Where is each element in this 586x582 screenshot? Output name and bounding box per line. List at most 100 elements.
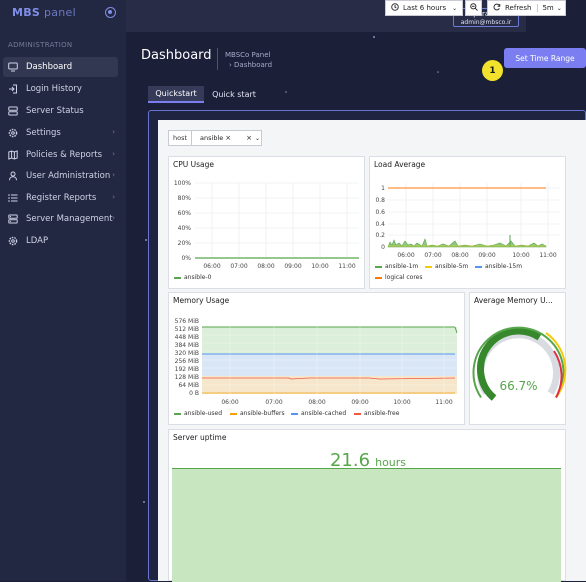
list-icon bbox=[8, 193, 18, 203]
breadcrumb-current-label: Dashboard bbox=[234, 61, 273, 69]
chevron-down-icon: ⌄ bbox=[556, 4, 562, 12]
y-tick: 100% bbox=[174, 180, 191, 187]
gauge-value: 66.7% bbox=[499, 379, 537, 393]
x-tick: 10:00 bbox=[512, 252, 529, 259]
y-tick: 128 MiB bbox=[175, 374, 199, 381]
legend-item[interactable]: ansible-5m bbox=[425, 263, 468, 270]
refresh-interval[interactable]: 5m bbox=[537, 4, 554, 12]
x-tick: 06:00 bbox=[397, 252, 414, 259]
set-time-range-button[interactable]: Set Time Range bbox=[504, 48, 586, 68]
map-icon bbox=[8, 150, 18, 160]
x-tick: 07:00 bbox=[424, 252, 441, 259]
host-variable: host ansible × × ⌄ bbox=[168, 130, 262, 146]
y-tick: 60% bbox=[178, 210, 192, 217]
time-range-label: Last 6 hours bbox=[403, 4, 447, 12]
y-tick: 512 MiB bbox=[175, 326, 199, 333]
x-tick: 11:00 bbox=[435, 399, 452, 406]
legend-item[interactable]: ansible-used bbox=[174, 410, 222, 417]
sidebar-item-label: Server Management bbox=[26, 214, 113, 224]
chevron-down-icon[interactable]: ⌄ bbox=[255, 134, 261, 142]
sidebar-item-server-management[interactable]: Server Management › bbox=[3, 209, 118, 229]
refresh-button[interactable]: Refresh 5m ⌄ bbox=[487, 0, 566, 16]
user-menu[interactable]: superadmin admin@mbsco.ir bbox=[453, 8, 519, 27]
zoom-out-button[interactable] bbox=[465, 0, 482, 16]
chevron-right-icon: › bbox=[112, 171, 115, 179]
host-value[interactable]: ansible bbox=[200, 134, 224, 142]
brand-name: MBS bbox=[12, 6, 41, 19]
x-tick: 09:00 bbox=[478, 252, 495, 259]
load-average-panel[interactable]: Load Average 1 0.8 0.6 0.4 0.2 0 06:00 0… bbox=[369, 156, 566, 289]
y-tick: 0 B bbox=[189, 390, 199, 397]
average-memory-panel[interactable]: Average Memory U... 66.7% bbox=[469, 292, 567, 425]
sidebar-toggle-icon[interactable] bbox=[105, 7, 116, 18]
cpu-chart: 100% 80% 60% 40% 20% 0% 06:00 07:00 08:0… bbox=[174, 180, 359, 270]
x-tick: 11:00 bbox=[338, 263, 355, 270]
memory-usage-panel[interactable]: Memory Usage 576 MiB 512 MiB 448 MiB 384… bbox=[168, 292, 465, 425]
legend-label: ansible-0 bbox=[184, 274, 212, 281]
sidebar-item-login-history[interactable]: Login History bbox=[3, 79, 118, 99]
y-tick: 192 MiB bbox=[175, 366, 199, 373]
clear-icon[interactable]: × bbox=[246, 134, 253, 142]
brand-subname: panel bbox=[43, 6, 76, 19]
cpu-usage-panel[interactable]: CPU Usage 100% 80% 60% 40% 20% 0% 06:00 … bbox=[168, 156, 365, 289]
uptime-value: 21.6 bbox=[329, 450, 371, 471]
breadcrumb-root[interactable]: MBSCo Panel bbox=[225, 51, 271, 59]
legend-label: ansible-15m bbox=[485, 263, 523, 270]
legend-item[interactable]: ansible-cached bbox=[291, 410, 346, 417]
sidebar-item-server-status[interactable]: Server Status bbox=[3, 101, 118, 121]
sidebar-item-ldap[interactable]: LDAP bbox=[3, 231, 118, 251]
legend-label: ansible-used bbox=[184, 410, 223, 417]
sidebar-item-label: Login History bbox=[26, 84, 82, 94]
monitor-icon bbox=[8, 62, 18, 72]
sidebar-item-dashboard[interactable]: Dashboard bbox=[3, 57, 118, 77]
server-uptime-panel[interactable]: Server uptime 21.6 hours bbox=[168, 429, 567, 582]
sidebar-item-policies-reports[interactable]: Policies & Reports › bbox=[3, 145, 118, 165]
chevron-right-icon: › bbox=[112, 150, 115, 158]
memory-chart: 576 MiB 512 MiB 448 MiB 384 MiB 320 MiB … bbox=[175, 318, 458, 406]
legend-item[interactable]: logical cores bbox=[375, 274, 423, 281]
time-range-picker[interactable]: Last 6 hours ⌄ bbox=[385, 0, 463, 16]
legend-item[interactable]: ansible-buffers bbox=[230, 410, 285, 417]
x-tick: 09:00 bbox=[351, 399, 368, 406]
panel-title: CPU Usage bbox=[173, 160, 215, 169]
sidebar-item-label: Server Status bbox=[26, 106, 84, 116]
x-tick: 06:00 bbox=[203, 263, 220, 270]
x-tick: 08:00 bbox=[451, 252, 468, 259]
step-badge: 1 bbox=[482, 60, 503, 81]
sidebar-item-register-reports[interactable]: Register Reports › bbox=[3, 188, 118, 208]
x-tick: 08:00 bbox=[308, 399, 325, 406]
panel-title: Load Average bbox=[374, 160, 426, 169]
uptime-stat: 21.6 hours bbox=[169, 450, 567, 471]
legend-item[interactable]: ansible-15m bbox=[475, 263, 522, 270]
host-label: host bbox=[169, 131, 193, 145]
legend-item[interactable]: ansible-free bbox=[354, 410, 399, 417]
legend-item[interactable]: ansible-1m bbox=[375, 263, 418, 270]
y-tick: 384 MiB bbox=[175, 342, 199, 349]
user-name: superadmin bbox=[465, 10, 507, 18]
chevron-right-icon: › bbox=[112, 214, 115, 222]
sidebar-item-user-administration[interactable]: User Administration › bbox=[3, 166, 118, 186]
sidebar: MBS panel ADMINISTRATION Dashboard Login… bbox=[0, 0, 126, 581]
y-tick: 0.4 bbox=[375, 221, 385, 228]
y-tick: 0.2 bbox=[375, 232, 385, 239]
legend-label: ansible-1m bbox=[385, 263, 419, 270]
legend-label: logical cores bbox=[385, 274, 423, 281]
y-tick: 0.8 bbox=[375, 197, 385, 204]
y-tick: 0% bbox=[181, 255, 191, 262]
y-tick: 0.6 bbox=[375, 209, 385, 216]
tab-quick-start[interactable]: Quick start bbox=[212, 90, 256, 99]
breadcrumb-current: › Dashboard bbox=[229, 61, 273, 69]
legend-label: ansible-free bbox=[364, 410, 400, 417]
legend-item[interactable]: ansible-0 bbox=[174, 274, 211, 281]
x-tick: 10:00 bbox=[311, 263, 328, 270]
user-email: admin@mbsco.ir bbox=[460, 19, 512, 26]
x-tick: 07:00 bbox=[230, 263, 247, 270]
memory-gauge: 66.7% bbox=[472, 326, 567, 401]
uptime-sparkline-area bbox=[172, 468, 561, 582]
server-stack-icon bbox=[8, 214, 18, 224]
x-tick: 07:00 bbox=[265, 399, 282, 406]
sidebar-item-settings[interactable]: Settings › bbox=[3, 123, 118, 143]
remove-tag-icon[interactable]: × bbox=[225, 134, 232, 142]
tab-quickstart[interactable]: Quickstart bbox=[148, 86, 204, 103]
brand-logo[interactable]: MBS panel bbox=[12, 6, 76, 19]
